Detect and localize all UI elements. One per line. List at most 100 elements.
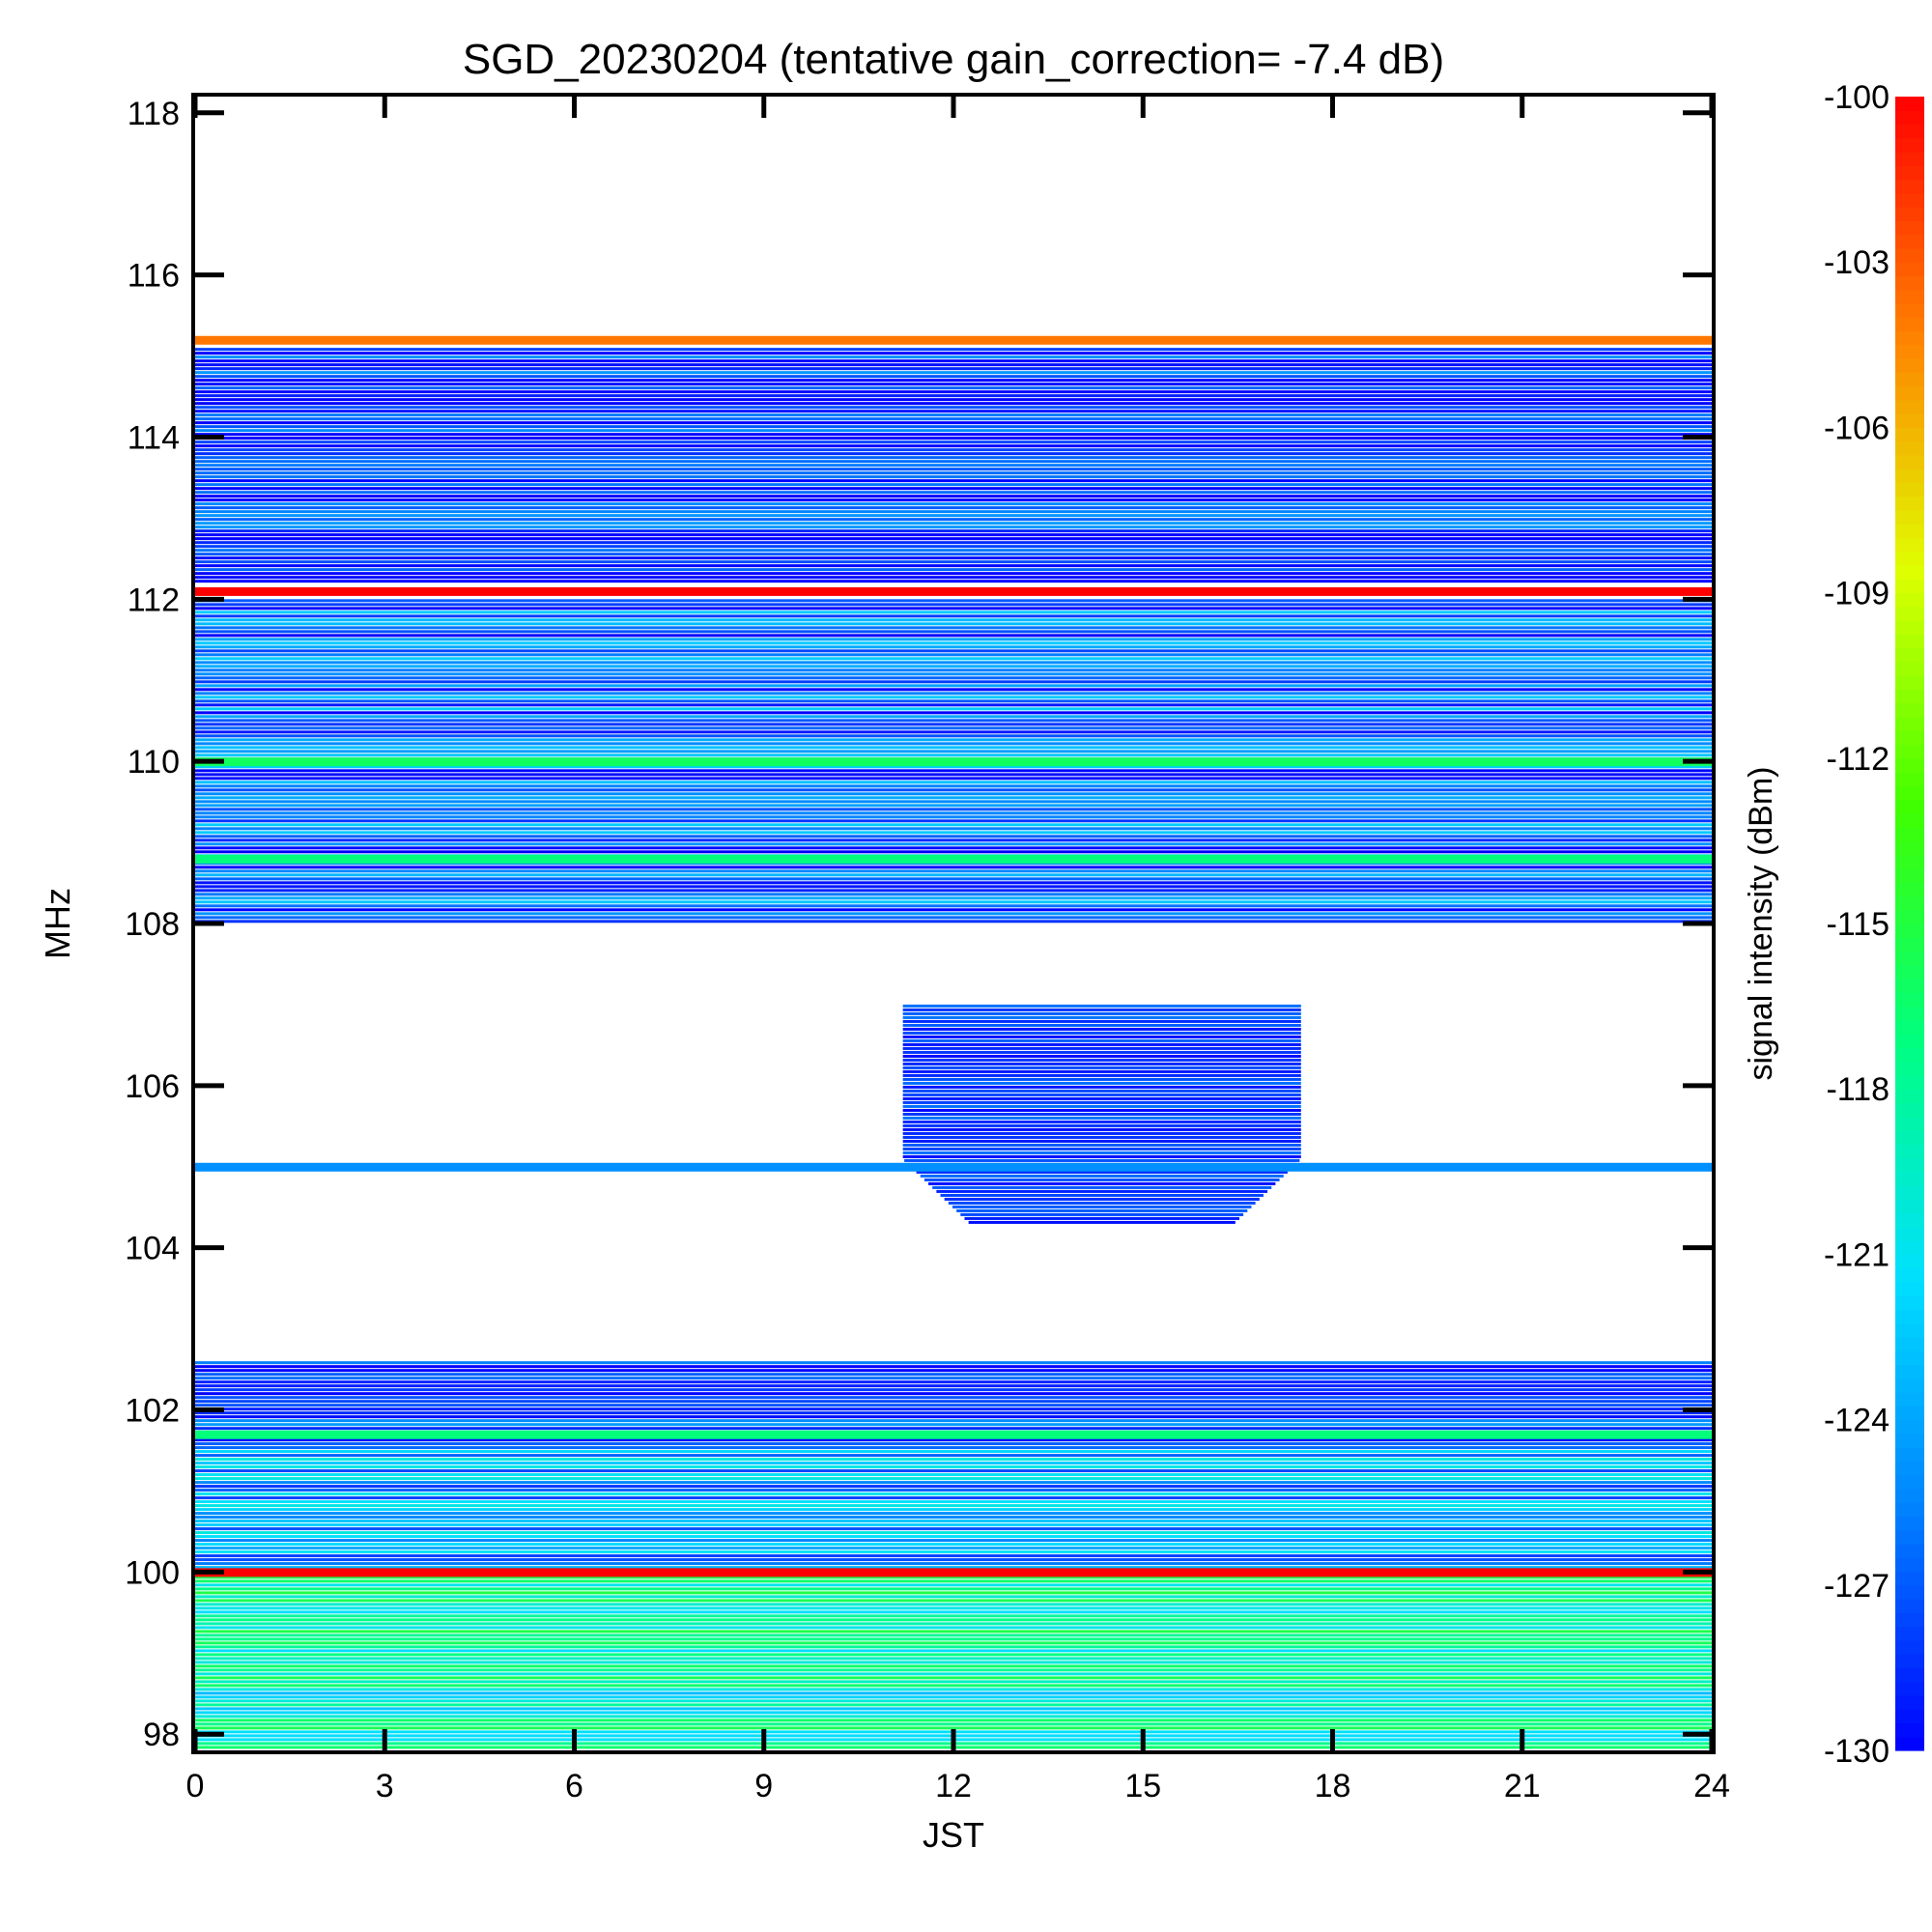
colorbar-segment	[1895, 537, 1924, 553]
enhancement-row	[902, 1054, 1301, 1058]
colorbar-segment	[1895, 1171, 1924, 1186]
band-row	[195, 1512, 1712, 1516]
colorbar-segment	[1895, 440, 1924, 456]
band-row	[195, 475, 1712, 479]
colorbar-segment	[1895, 1089, 1924, 1104]
colorbar-segment	[1895, 207, 1924, 221]
enhancement-row	[968, 1220, 1236, 1224]
colorbar-segment	[1895, 469, 1924, 484]
colorbar-segment	[1895, 1074, 1924, 1090]
colorbar-segment	[1895, 1144, 1924, 1159]
band-row	[195, 680, 1712, 684]
band-row	[195, 1715, 1712, 1719]
enhancement-row	[902, 1050, 1301, 1054]
y-tick-label: 102	[125, 1393, 180, 1430]
band-row	[195, 668, 1712, 672]
enhancement-row	[902, 1089, 1301, 1093]
enhancement-row	[923, 1178, 1280, 1181]
enhancement-row	[902, 1127, 1301, 1131]
enhancement-row	[902, 1011, 1301, 1015]
band-row	[195, 572, 1712, 576]
band-row	[195, 641, 1712, 645]
band-row	[195, 734, 1712, 738]
band-2	[195, 1361, 1712, 1442]
band-row	[195, 1516, 1712, 1520]
band-row	[195, 1547, 1712, 1550]
colorbar-tick-label: -121	[1824, 1236, 1889, 1273]
band-row	[195, 1396, 1712, 1400]
enhancement-row	[902, 1131, 1301, 1135]
band-row	[195, 804, 1712, 808]
band-row	[195, 471, 1712, 475]
band-row	[195, 1377, 1712, 1380]
band-row	[195, 580, 1712, 583]
band-row	[195, 904, 1712, 908]
band-row	[195, 614, 1712, 618]
colorbar-tick-label: -127	[1824, 1568, 1889, 1605]
colorbar-segment	[1895, 1419, 1924, 1435]
band-row	[195, 611, 1712, 614]
band-row	[195, 815, 1712, 819]
colorbar-segment	[1895, 220, 1924, 236]
band-row	[195, 1661, 1712, 1664]
colorbar-tick-label: -112	[1826, 741, 1889, 778]
colorbar-segment	[1895, 744, 1924, 759]
band-row	[195, 506, 1712, 510]
band-row	[195, 1562, 1712, 1566]
band-row	[195, 502, 1712, 506]
enhancement-row	[902, 1046, 1301, 1050]
enhancement-row	[902, 1135, 1301, 1139]
band-row	[195, 556, 1712, 560]
y-axis-label: MHz	[38, 888, 77, 959]
enhancement-row	[948, 1201, 1256, 1205]
colorbar-segment	[1895, 979, 1924, 993]
colorbar-segment	[1895, 992, 1924, 1008]
band-row	[195, 869, 1712, 873]
enhancement-row	[902, 1081, 1301, 1085]
colorbar-segment	[1895, 620, 1924, 635]
y-tick-label: 106	[125, 1068, 180, 1105]
band-row	[195, 881, 1712, 885]
colorbar-segment	[1895, 1226, 1924, 1241]
band-row	[195, 599, 1712, 603]
y-tick-label: 98	[143, 1717, 180, 1753]
colorbar-segment	[1895, 510, 1924, 525]
band-row	[195, 1531, 1712, 1535]
enhancement-row	[902, 1120, 1301, 1123]
colorbar-segment	[1895, 1488, 1924, 1503]
band-row	[195, 456, 1712, 460]
band-row	[195, 622, 1712, 626]
band-row	[195, 672, 1712, 676]
band-row	[195, 514, 1712, 518]
band-row	[195, 842, 1712, 846]
band-row	[195, 1707, 1712, 1711]
x-axis-label: JST	[923, 1815, 984, 1855]
colorbar-segment	[1895, 1240, 1924, 1255]
colorbar-segment	[1895, 1557, 1924, 1573]
colorbar-segment	[1895, 1433, 1924, 1448]
band-row	[195, 1415, 1712, 1419]
band-row	[195, 483, 1712, 487]
x-tick-label: 15	[1124, 1768, 1161, 1804]
colorbar-segment	[1895, 812, 1924, 828]
band-row	[195, 1492, 1712, 1496]
enhancement-row	[902, 1151, 1301, 1154]
colorbar-segment	[1895, 1447, 1924, 1462]
band-row	[195, 1630, 1712, 1634]
band-row	[195, 394, 1712, 398]
colorbar-segment	[1895, 1544, 1924, 1558]
band-row	[195, 707, 1712, 711]
band-row	[195, 916, 1712, 920]
colorbar-segment	[1895, 757, 1924, 773]
enhancement-row	[902, 1116, 1301, 1120]
band-row	[195, 703, 1712, 707]
colorbar-label: signal intensity (dBm)	[1743, 766, 1779, 1080]
band-row	[195, 452, 1712, 456]
band-row	[195, 1672, 1712, 1676]
colorbar-segment	[1895, 867, 1924, 883]
colorbar-segment	[1895, 454, 1924, 469]
band-row	[195, 711, 1712, 715]
band-row	[195, 885, 1712, 889]
band-row	[195, 1719, 1712, 1722]
band-row	[195, 835, 1712, 838]
